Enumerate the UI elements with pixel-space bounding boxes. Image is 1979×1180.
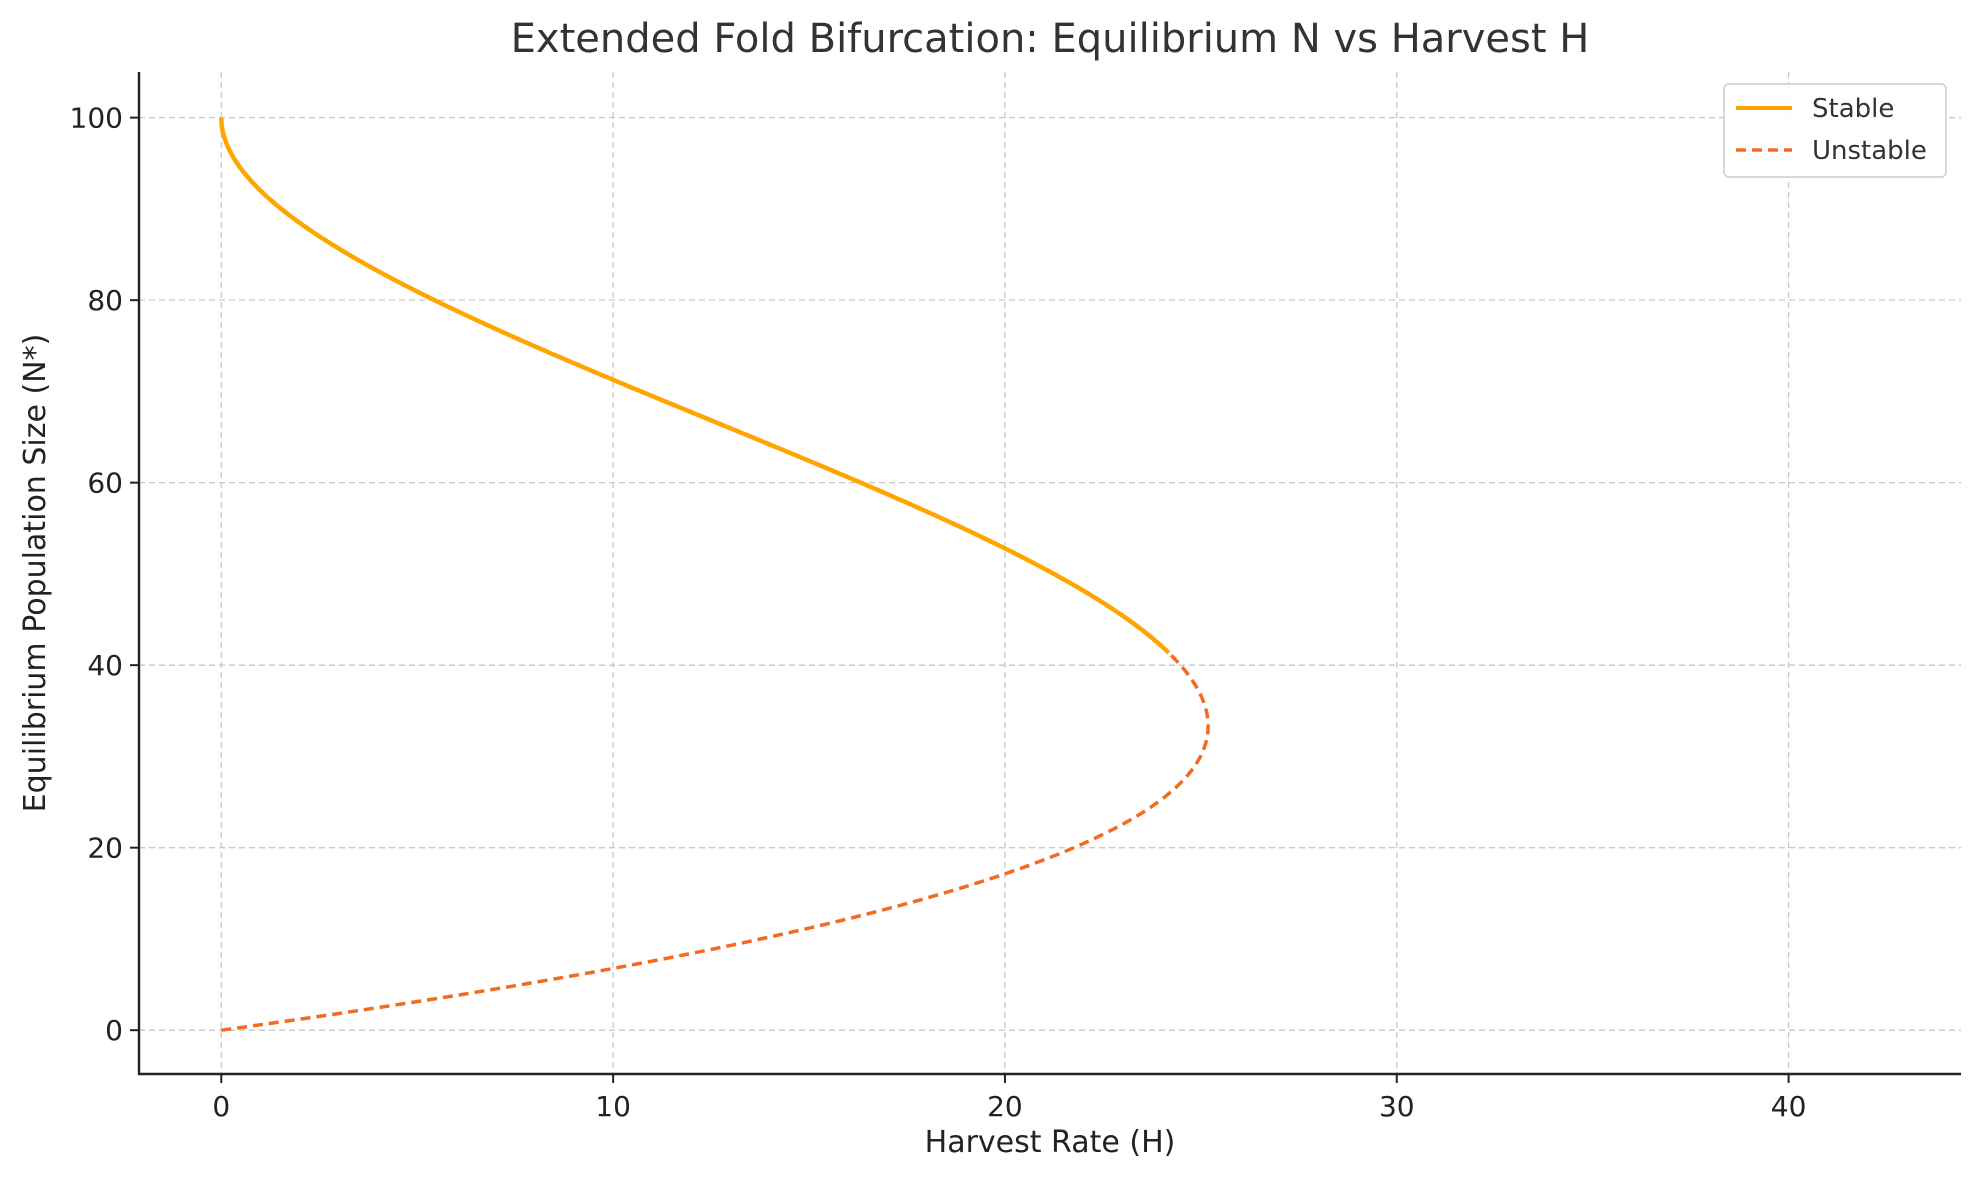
series-line-stable <box>219 117 1171 655</box>
y-tick-label: 0 <box>105 1014 123 1047</box>
x-tick-label: 0 <box>212 1090 230 1123</box>
y-tick-label: 20 <box>87 832 123 865</box>
y-tick-label: 100 <box>70 102 123 135</box>
grid-layer <box>139 72 1961 1074</box>
y-tick-label: 60 <box>87 467 123 500</box>
tick-layer: 0 10 20 30 40 0 20 40 60 80 100 <box>70 102 1807 1123</box>
x-axis-label: Harvest Rate (H) <box>925 1125 1176 1160</box>
y-tick-label: 80 <box>87 284 123 317</box>
x-tick-label: 20 <box>987 1090 1023 1123</box>
chart-title: Extended Fold Bifurcation: Equilibrium N… <box>511 16 1590 62</box>
x-tick-label: 10 <box>595 1090 631 1123</box>
axes-spine <box>137 72 1961 1076</box>
legend: Stable Unstable <box>1723 83 1947 178</box>
y-axis-label: Equilibrium Population Size (N*) <box>18 334 53 813</box>
x-tick-label: 30 <box>1379 1090 1415 1123</box>
series-layer <box>219 117 1210 1032</box>
legend-label-unstable: Unstable <box>1812 136 1927 166</box>
x-tick-label: 40 <box>1771 1090 1807 1123</box>
legend-label-stable: Stable <box>1812 94 1894 124</box>
y-tick-label: 40 <box>87 649 123 682</box>
series-line-unstable <box>221 651 1210 1032</box>
